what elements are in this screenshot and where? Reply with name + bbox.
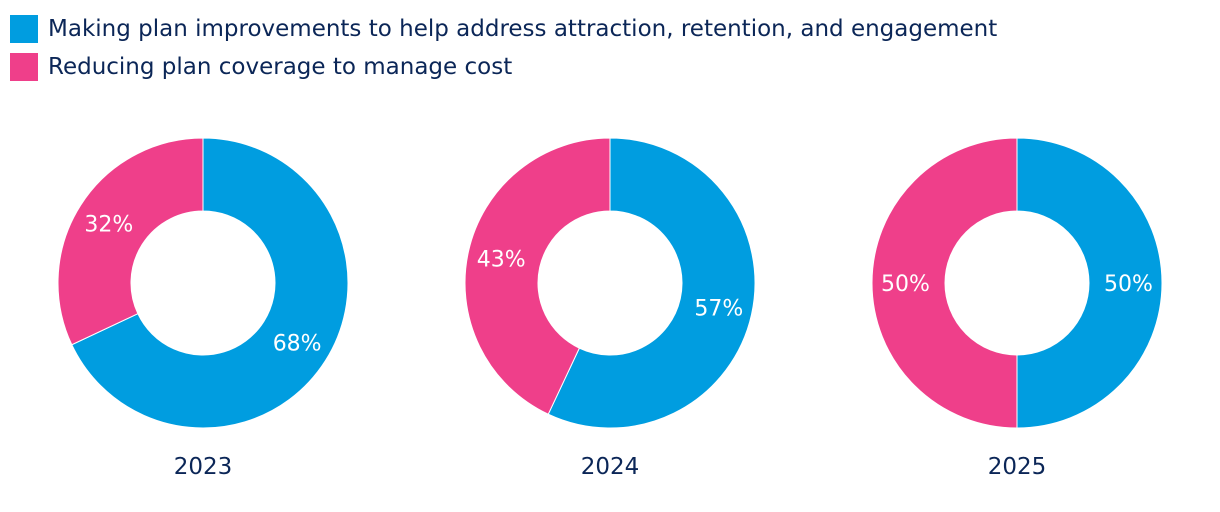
year-label-2025: 2025	[988, 454, 1047, 480]
slice-label-2025-series-1: 50%	[881, 272, 930, 297]
slice-label-2023-series-1: 32%	[84, 212, 133, 237]
slice-2025-series-0	[1016, 137, 1163, 429]
slice-label-2024-series-1: 43%	[477, 248, 526, 273]
legend-swatch-reducing	[10, 53, 38, 81]
legend-label-improvements: Making plan improvements to help address…	[48, 16, 998, 42]
legend-item-reducing: Reducing plan coverage to manage cost	[10, 48, 997, 86]
slice-2024-series-0	[547, 137, 756, 429]
slice-2023-series-1	[57, 137, 204, 346]
slice-label-2024-series-0: 57%	[694, 296, 743, 321]
slice-label-2023-series-0: 68%	[273, 332, 322, 357]
legend-label-reducing: Reducing plan coverage to manage cost	[48, 54, 513, 80]
legend-item-improvements: Making plan improvements to help address…	[10, 10, 997, 48]
year-label-2024: 2024	[581, 454, 640, 480]
slice-2023-series-0	[71, 137, 349, 429]
legend: Making plan improvements to help address…	[10, 10, 997, 86]
slice-label-2025-series-0: 50%	[1104, 272, 1153, 297]
slice-2025-series-1	[871, 137, 1018, 429]
year-label-2023: 2023	[174, 454, 233, 480]
legend-swatch-improvements	[10, 15, 38, 43]
slice-2024-series-1	[464, 137, 611, 415]
